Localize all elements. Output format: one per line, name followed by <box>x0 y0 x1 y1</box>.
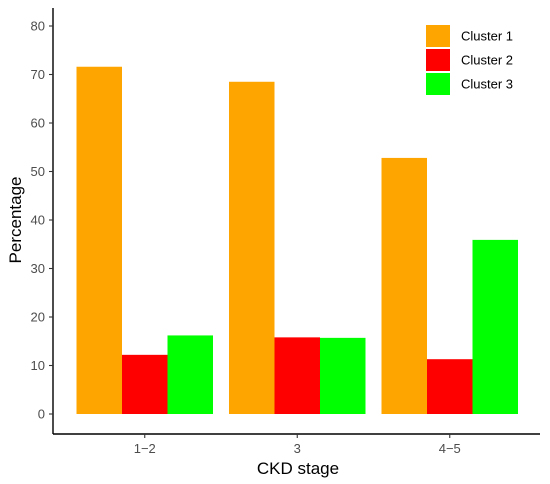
y-tick-label: 70 <box>31 67 45 82</box>
legend-label-1: Cluster 1 <box>461 29 513 44</box>
y-tick-label: 20 <box>31 310 45 325</box>
bar-cluster-2-stage-1 <box>122 354 168 414</box>
y-tick-label: 0 <box>38 407 45 422</box>
x-tick-label: 1−2 <box>134 441 156 456</box>
legend-key-1 <box>426 25 450 47</box>
y-tick-label: 30 <box>31 261 45 276</box>
x-tick-label: 4−5 <box>439 441 461 456</box>
y-tick-label: 60 <box>31 116 45 131</box>
y-tick-label: 80 <box>31 19 45 34</box>
plot-area <box>76 66 518 415</box>
bar-cluster-3-stage-1 <box>167 335 213 414</box>
bar-cluster-3-stage-3 <box>472 239 518 414</box>
y-axis-title: Percentage <box>6 177 25 264</box>
bar-cluster-2-stage-3 <box>427 359 473 414</box>
y-tick-label: 40 <box>31 213 45 228</box>
legend: Cluster 1 Cluster 2 Cluster 3 <box>426 25 513 95</box>
bar-cluster-1-stage-1 <box>76 66 122 415</box>
y-tick-label: 50 <box>31 164 45 179</box>
bar-cluster-1-stage-3 <box>381 157 427 415</box>
y-axis-ticks: 0 10 20 30 40 50 60 70 80 <box>31 19 53 422</box>
legend-key-2 <box>426 49 450 71</box>
bar-cluster-3-stage-2 <box>320 337 366 414</box>
bar-cluster-2-stage-2 <box>274 337 320 414</box>
x-axis-title: CKD stage <box>257 459 339 478</box>
legend-label-2: Cluster 2 <box>461 53 513 68</box>
y-tick-label: 10 <box>31 358 45 373</box>
bar-cluster-1-stage-2 <box>229 81 275 415</box>
legend-key-3 <box>426 73 450 95</box>
legend-label-3: Cluster 3 <box>461 77 513 92</box>
x-tick-label: 3 <box>294 441 301 456</box>
x-axis-ticks: 1−2 3 4−5 <box>134 434 461 456</box>
